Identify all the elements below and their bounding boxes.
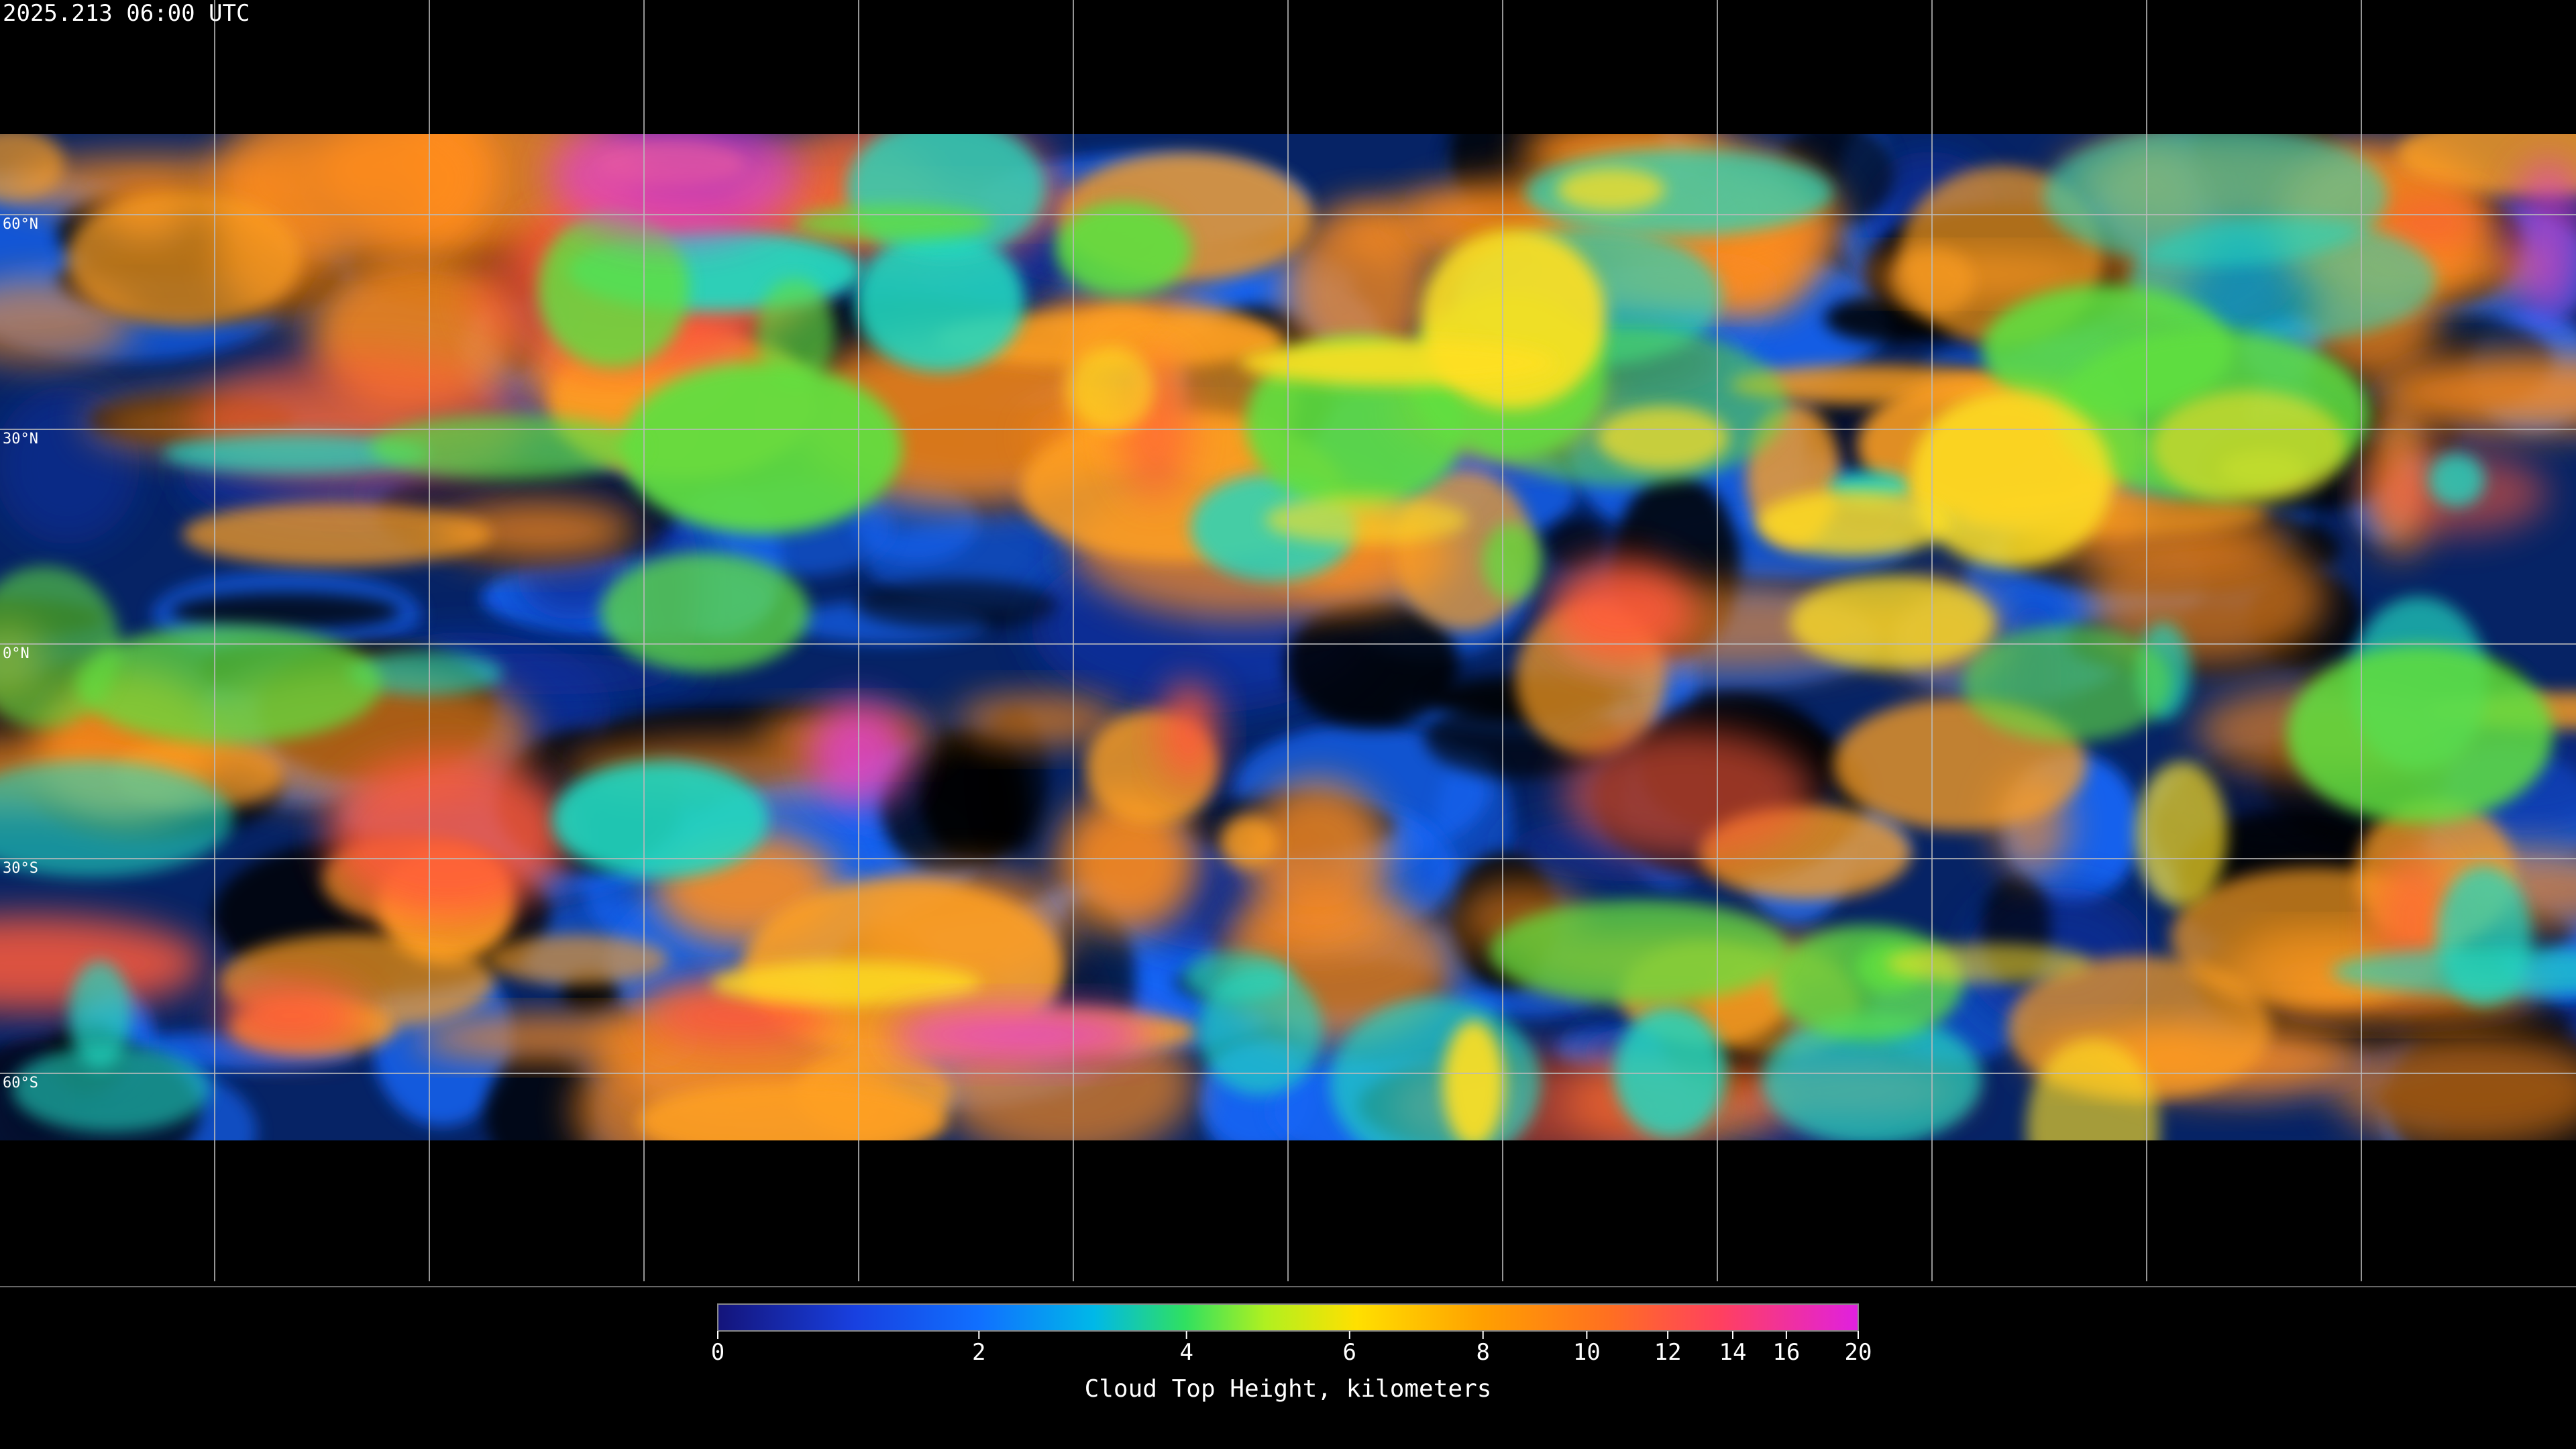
cloud-region [889, 1009, 1152, 1061]
colorbar-tick-label: 4 [1179, 1339, 1193, 1366]
cloud-region [548, 134, 802, 240]
latitude-label: 30°S [3, 860, 38, 877]
cloud-region [414, 1018, 699, 1058]
cloud-region [1790, 575, 1995, 670]
cloud-region [0, 760, 233, 877]
cloud-region [347, 651, 504, 696]
cloud-region [1556, 168, 1665, 212]
cloud-region [2379, 354, 2576, 431]
cloud-region [600, 553, 810, 672]
cloud-region [370, 415, 644, 480]
cloud-region [1597, 405, 1729, 471]
colorbar-tick-label: 14 [1719, 1339, 1747, 1366]
cloud-region [1069, 347, 1155, 431]
cloud-region [1198, 967, 1323, 1095]
cloud-region [1443, 1020, 1505, 1147]
cloud-region [1285, 599, 1459, 729]
cloud-region [2379, 195, 2485, 250]
cloud-region [1762, 1013, 1982, 1146]
cloud-region [1055, 202, 1191, 297]
cloud-region [68, 961, 131, 1069]
colorbar-tick-label: 2 [972, 1339, 985, 1366]
cloud-region [551, 761, 769, 878]
cloud-region [855, 230, 1025, 372]
cloud-region [1240, 339, 1556, 386]
cloud-region [1757, 489, 1950, 557]
cloud-region [2287, 645, 2553, 823]
cloud-region [171, 592, 400, 631]
cloud-region [1284, 206, 1432, 373]
cloud-region [756, 278, 835, 388]
cloud-region [1547, 519, 1608, 570]
cloud-region [66, 190, 302, 327]
cloud-region [2043, 134, 2388, 268]
cloud-region [2026, 1038, 2159, 1154]
cloud-region [1482, 523, 1542, 600]
cloud-region [2333, 1034, 2576, 1148]
cloud-region [2331, 947, 2576, 996]
cloud-region [1057, 792, 1198, 932]
cloud-region [76, 625, 382, 744]
cloud-region [637, 1081, 948, 1154]
cloud-region [2428, 453, 2485, 507]
colorbar-tick-label: 16 [1772, 1339, 1800, 1366]
colorbar [717, 1303, 1859, 1332]
cloud-region [794, 205, 994, 241]
latitude-label: 60°S [3, 1075, 38, 1091]
cloud-region [2135, 761, 2227, 908]
colorbar-tick-label: 8 [1476, 1339, 1489, 1366]
latitude-labels: 60°N 30°N 0°N 30°S 60°S [3, 216, 38, 1091]
cloud-region [217, 980, 364, 1051]
cloud-region [1910, 390, 2112, 568]
colorbar-tick-label: 12 [1654, 1339, 1682, 1366]
cloud-region [954, 694, 1125, 745]
cloud-region [1561, 728, 1814, 861]
cloud-region [2510, 160, 2576, 321]
latitude-label: 0°N [3, 645, 30, 662]
cloud-region [1245, 780, 1390, 927]
cloud-region [485, 1050, 596, 1154]
colorbar-ticks: 0 2 4 6 8 10 12 14 16 20 [711, 1331, 1872, 1366]
cloud-region [710, 961, 981, 1006]
cloud-region [11, 1045, 211, 1132]
cloud-region [1548, 558, 1696, 661]
cloud-region [1489, 900, 1790, 1004]
cloud-region [1885, 943, 2091, 983]
latitude-label: 60°N [3, 216, 38, 233]
cloud-region [0, 134, 65, 203]
cloud-region [620, 362, 902, 534]
cloud-region [1962, 625, 2173, 742]
cloud-region [327, 753, 571, 919]
cloud-region [486, 934, 669, 985]
colorbar-tick-label: 10 [1573, 1339, 1601, 1366]
cloud-region [1160, 682, 1218, 783]
cloud-region [1220, 815, 1279, 869]
cloud-region [1265, 495, 1468, 545]
latitude-label: 30°N [3, 431, 38, 447]
cloud-region [162, 433, 429, 474]
colorbar-label: Cloud Top Height, kilometers [1085, 1375, 1492, 1403]
timestamp: 2025.213 06:00 UTC [3, 0, 250, 27]
colorbar-tick-label: 0 [711, 1339, 724, 1366]
cloud-region [1614, 1006, 1726, 1138]
cloud-region [2151, 390, 2347, 504]
cloud-region [538, 211, 689, 368]
cloud-region [182, 502, 492, 567]
cloud-region [855, 579, 1058, 630]
colorbar-tick-label: 6 [1343, 1339, 1356, 1366]
cloud-region [981, 708, 1049, 855]
cloud-region [439, 499, 637, 561]
colorbar-tick-label: 20 [1845, 1339, 1872, 1366]
cloud-region [0, 566, 121, 729]
graticule [0, 0, 2576, 1287]
